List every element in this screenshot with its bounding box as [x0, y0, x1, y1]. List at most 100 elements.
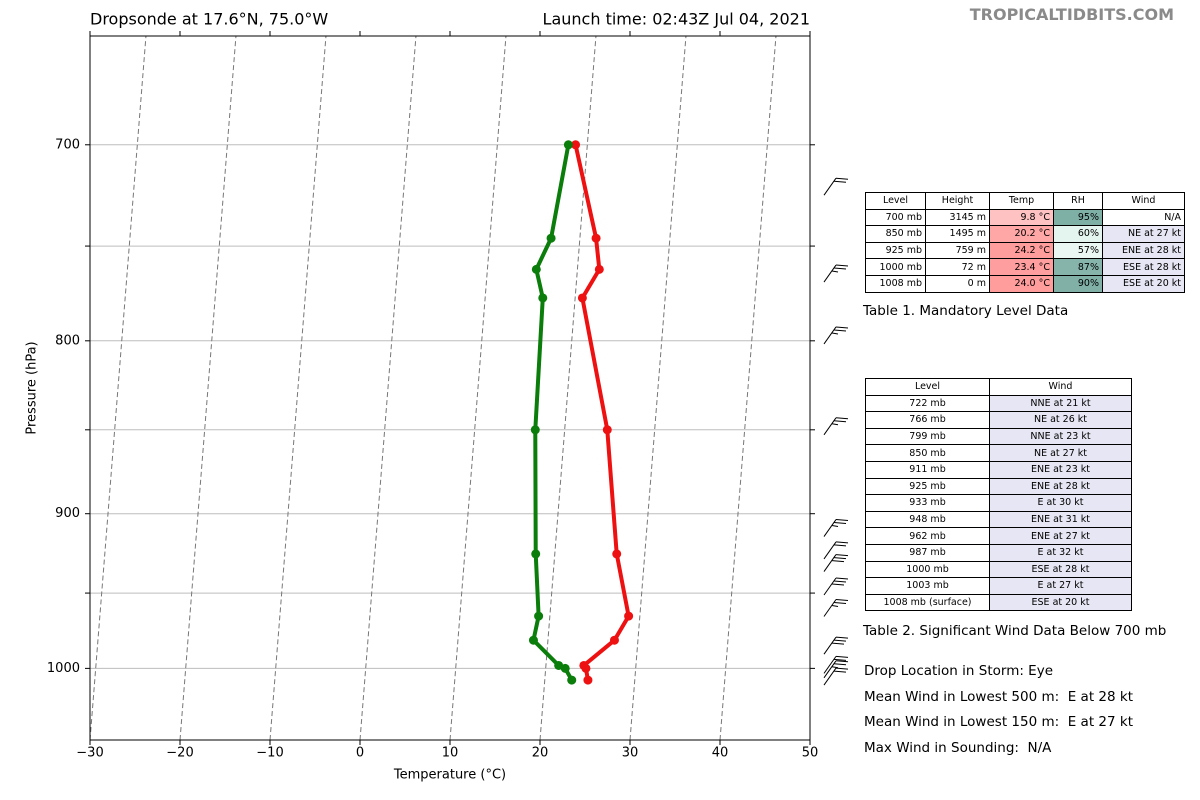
table-row: 850 mb 1495 m 20.2 °C 60% NE at 27 kt	[865, 225, 1185, 243]
barb-flag	[833, 658, 847, 661]
barb-flag	[831, 605, 839, 608]
table-cell: 24.2 °C	[989, 241, 1054, 260]
barb-flag	[835, 660, 849, 663]
table-cell: 1008 mb	[865, 274, 926, 293]
isotherm	[809, 733, 810, 740]
barb-flag	[831, 666, 839, 669]
table-cell: 23.4 °C	[989, 258, 1054, 276]
table-cell: 700 mb	[865, 208, 926, 227]
note: Drop Location in Storm: Eye	[864, 663, 1054, 679]
table-cell: 759 m	[925, 241, 990, 260]
profile-point	[563, 140, 573, 150]
wind-barb	[823, 599, 849, 617]
x-tick-label: −30	[76, 746, 103, 761]
table-cell: 722 mb	[865, 394, 990, 413]
table-cell: NNE at 23 kt	[989, 427, 1132, 446]
table-row: 1000 mb 72 m 23.4 °C 87% ESE at 28 kt	[865, 258, 1185, 276]
table-row: 700 mb 3145 m 9.8 °C 95% N/A	[865, 208, 1185, 227]
table-cell: 1003 mb	[865, 577, 990, 595]
table-cell: ENE at 28 kt	[989, 477, 1132, 496]
table-cell: 72 m	[925, 258, 990, 276]
barb-flag	[833, 639, 847, 642]
table-cell: 90%	[1053, 274, 1103, 293]
table-row: 1008 mb 0 m 24.0 °C 90% ESE at 20 kt	[865, 274, 1185, 293]
isotherm	[179, 36, 237, 740]
isotherm	[539, 36, 597, 740]
header-cell: Height	[925, 192, 990, 210]
chart-title: Dropsonde at 17.6°N, 75.0°W	[90, 10, 328, 29]
table-row: 911 mb ENE at 23 kt	[865, 460, 1132, 479]
isotherm	[359, 36, 417, 740]
header-cell: Level	[865, 192, 926, 210]
site-name: TROPICALTIDBITS.COM	[969, 5, 1174, 24]
table-row: 933 mb E at 30 kt	[865, 494, 1132, 512]
wind-barb	[823, 577, 849, 596]
table-cell: 987 mb	[865, 543, 990, 562]
barb-flag	[835, 264, 849, 267]
barb-flag	[835, 519, 849, 522]
header-cell: Temp	[989, 192, 1054, 210]
barb-flag	[831, 332, 839, 335]
table-cell: 87%	[1053, 258, 1103, 276]
barb-flag	[835, 599, 849, 602]
table-cell: ESE at 28 kt	[1102, 258, 1185, 276]
profile-point	[534, 611, 544, 621]
isotherm	[449, 36, 507, 740]
table-cell: ENE at 23 kt	[989, 460, 1132, 479]
table-cell: 799 mb	[865, 427, 990, 446]
profile-point	[531, 549, 541, 559]
barb-flag	[835, 541, 849, 544]
table-cell: 9.8 °C	[989, 208, 1054, 227]
profile-point	[531, 264, 541, 274]
barb-flag	[835, 667, 849, 670]
wind-table: Level Wind 722 mb NNE at 21 kt 766 mb NE at 2…	[865, 378, 1132, 612]
y-tick-label: 900	[55, 506, 80, 521]
x-tick-label: 50	[802, 746, 819, 761]
barb-staff	[823, 660, 837, 679]
x-tick-label: −10	[256, 746, 283, 761]
barb-flag	[833, 522, 847, 525]
barb-flag	[833, 180, 847, 183]
x-tick-label: 40	[712, 746, 729, 761]
barb-staff	[823, 599, 837, 617]
table-cell: 948 mb	[865, 510, 990, 529]
table-cell: 1000 mb	[865, 258, 926, 276]
note: Mean Wind in Lowest 500 m: E at 28 kt	[864, 688, 1133, 705]
y-tick-label: 700	[55, 137, 80, 152]
barb-staff	[823, 554, 837, 572]
table-cell: 57%	[1053, 241, 1103, 260]
profile-point	[609, 635, 619, 645]
barb-staff	[823, 326, 837, 345]
plot-frame	[89, 35, 811, 741]
barb-flag	[835, 554, 849, 557]
header-cell: RH	[1053, 192, 1103, 210]
barb-flag	[833, 544, 847, 547]
note: Mean Wind in Lowest 150 m: E at 27 kt	[864, 714, 1133, 730]
profile-point	[583, 675, 593, 685]
profile-point	[528, 635, 538, 645]
table-cell: 962 mb	[865, 527, 990, 545]
barb-flag	[835, 326, 849, 329]
barb-staff	[823, 417, 837, 436]
table-row: 962 mb ENE at 27 kt	[865, 527, 1132, 545]
header-cell: Level	[865, 378, 990, 396]
header-row: Level Height Temp RH Wind	[865, 192, 1185, 210]
profile-point	[612, 549, 622, 559]
x-tick-label: −20	[166, 746, 193, 761]
wind-barb	[823, 264, 849, 283]
wind-barb	[823, 519, 849, 537]
profile-point	[591, 233, 601, 243]
table-cell: 0 m	[925, 274, 990, 293]
y-tick-label: 800	[55, 333, 80, 348]
profile-point	[624, 611, 634, 621]
table-row: 1008 mb (surface) ESE at 20 kt	[865, 593, 1132, 612]
x-tick-label: 30	[622, 746, 639, 761]
isotherm	[629, 36, 687, 740]
profile-point	[581, 663, 591, 673]
header-row: Level Wind	[865, 378, 1132, 396]
barb-flag	[833, 420, 847, 423]
table-cell: NE at 26 kt	[989, 411, 1132, 429]
note: Max Wind in Sounding: N/A	[864, 739, 1052, 756]
barb-staff	[823, 264, 837, 283]
